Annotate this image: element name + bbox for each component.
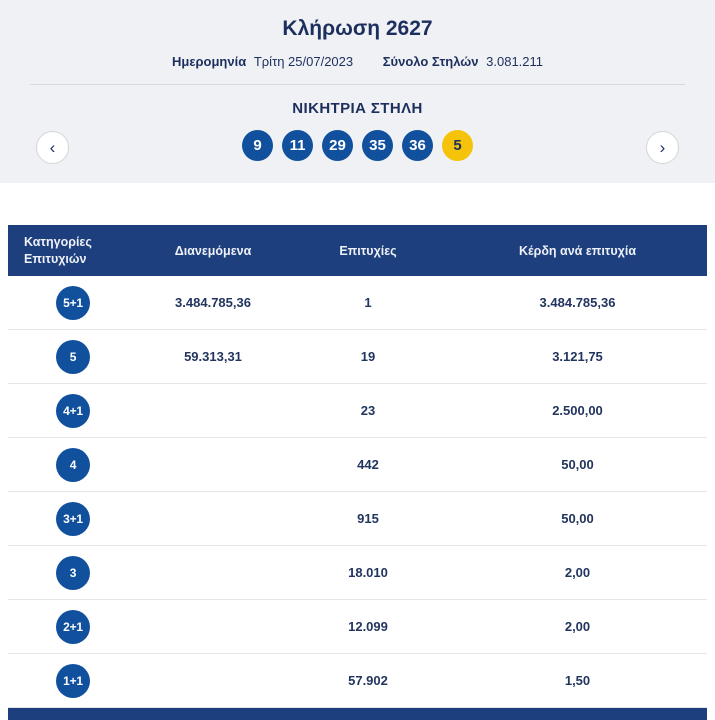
next-draw-button[interactable]: › [646,131,679,164]
category-badge: 4+1 [56,393,90,428]
wins-cell: 12.099 [348,619,388,634]
draw-meta: Ημερομηνία Τρίτη 25/07/2023 Σύνολο Στηλώ… [0,54,715,69]
header-category: Κατηγορίες Επιτυχιών [24,234,92,266]
category-badge: 3 [56,555,90,590]
prize-cell: 50,00 [561,457,594,472]
category-cell: 3 [8,555,138,590]
category-badge: 4 [56,447,90,482]
chevron-left-icon: ‹ [49,138,56,157]
distributed-cell: 3.484.785,36 [175,295,251,310]
prize-cell: 2,00 [564,565,591,580]
category-badge: 3+1 [56,501,90,536]
winning-number-ball: 29 [322,130,353,161]
category-cell: 1+1 [8,663,138,698]
wins-cell: 915 [357,511,379,526]
table-row: 4+1 23 2.500,00 [8,384,707,438]
total-columns-label: Σύνολο Στηλών [382,54,479,69]
distributed-cell: 59.313,31 [184,349,242,364]
joker-number-ball: 5 [442,130,473,161]
prize-cell: 1,50 [564,673,591,688]
winning-numbers: 9 11 29 35 36 5 [0,130,715,161]
category-cell: 3+1 [8,501,138,536]
category-cell: 2+1 [8,609,138,644]
total-columns-value: 3.081.211 [486,54,544,69]
winning-number-ball: 11 [282,130,313,161]
category-badge: 2+1 [56,609,90,644]
prize-cell: 3.484.785,36 [539,295,616,310]
wins-cell: 23 [360,403,376,418]
wins-cell: 19 [360,349,376,364]
draw-date-label: Ημερομηνία [171,54,247,69]
category-badge: 5+1 [56,285,90,320]
table-row: 3 18.010 2,00 [8,546,707,600]
wins-cell: 57.902 [348,673,388,688]
category-cell: 5 [8,339,138,374]
category-badge: 5 [56,339,90,374]
draw-header-panel: Κλήρωση 2627 Ημερομηνία Τρίτη 25/07/2023… [0,0,715,183]
winning-number-ball: 35 [362,130,393,161]
table-footer-bar [8,708,707,720]
table-row: 4 442 50,00 [8,438,707,492]
table-header-row: Κατηγορίες Επιτυχιών Διανεμόμενα Επιτυχί… [8,225,707,276]
table-row: 3+1 915 50,00 [8,492,707,546]
header-distributed: Διανεμόμενα [174,243,252,258]
draw-date-value: Τρίτη 25/07/2023 [253,54,354,69]
header-wins: Επιτυχίες [339,243,397,258]
header-prize: Κέρδη ανά επιτυχία [518,243,637,258]
category-cell: 4 [8,447,138,482]
prize-cell: 2,00 [564,619,591,634]
results-table: Κατηγορίες Επιτυχιών Διανεμόμενα Επιτυχί… [8,225,707,720]
prev-draw-button[interactable]: ‹ [36,131,69,164]
category-cell: 4+1 [8,393,138,428]
draw-date: Ημερομηνία Τρίτη 25/07/2023 [172,54,353,69]
winning-column-title: ΝΙΚΗΤΡΙΑ ΣΤΗΛΗ [292,100,423,117]
table-row: 5+1 3.484.785,36 1 3.484.785,36 [8,276,707,330]
wins-cell: 18.010 [348,565,388,580]
header-divider [30,84,685,85]
prize-cell: 3.121,75 [552,349,603,364]
category-cell: 5+1 [8,285,138,320]
table-row: 2+1 12.099 2,00 [8,600,707,654]
table-row: 1+1 57.902 1,50 [8,654,707,708]
wins-cell: 442 [357,457,379,472]
wins-cell: 1 [364,295,372,310]
prize-cell: 2.500,00 [552,403,603,418]
winning-number-ball: 36 [402,130,433,161]
chevron-right-icon: › [659,138,666,157]
total-columns: Σύνολο Στηλών 3.081.211 [383,54,543,69]
table-row: 5 59.313,31 19 3.121,75 [8,330,707,384]
category-badge: 1+1 [56,663,90,698]
winning-number-ball: 9 [242,130,273,161]
page-title: Κλήρωση 2627 [282,17,433,40]
prize-cell: 50,00 [561,511,594,526]
